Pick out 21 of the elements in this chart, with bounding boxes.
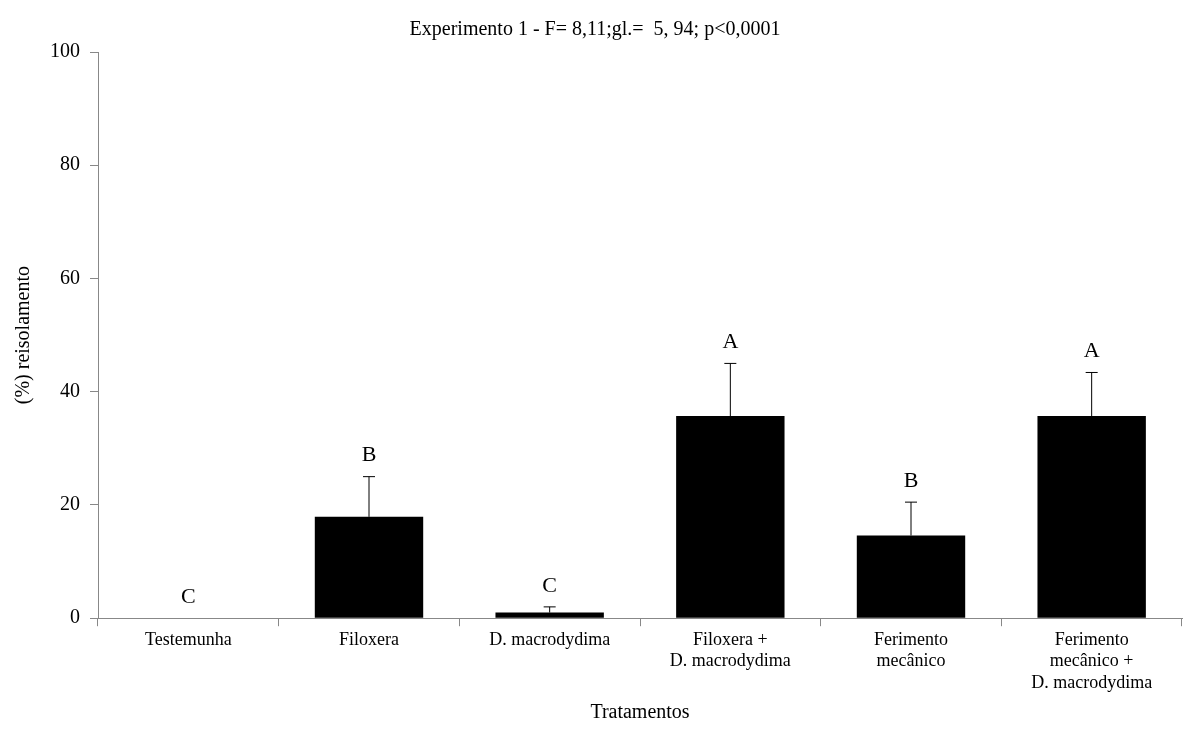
y-tick-label: 60 [60, 265, 80, 288]
y-axis-title: (%) reisolamento [11, 265, 35, 405]
data-label: B [361, 441, 377, 467]
x-axis-title: Tratamentos [590, 700, 690, 723]
x-tick-label: Filoxera [339, 628, 399, 649]
x-tick-label: Testemunha [144, 628, 232, 649]
data-label: A [722, 328, 739, 354]
y-tick-label: 40 [60, 378, 80, 401]
chart-title: Experimento 1 - F= 8,11;gl.= 5, 94; p<0,0001 [409, 17, 781, 41]
y-tick-label: 100 [50, 39, 80, 62]
x-tick-label: D. macrodydima [489, 628, 611, 649]
data-label: A [1083, 337, 1100, 363]
x-tick-label: Ferimento mecânico + D. macrodydima [1031, 628, 1153, 692]
data-label: B [903, 466, 919, 492]
x-tick-label: Ferimento mecânico [874, 628, 948, 671]
data-label: C [542, 571, 558, 597]
x-tick-label: Filoxera + D. macrodydima [669, 628, 791, 671]
data-label: C [180, 582, 196, 608]
y-tick-label: 20 [60, 492, 80, 515]
y-tick-label: 80 [60, 152, 80, 175]
y-tick-label: 0 [70, 605, 80, 628]
